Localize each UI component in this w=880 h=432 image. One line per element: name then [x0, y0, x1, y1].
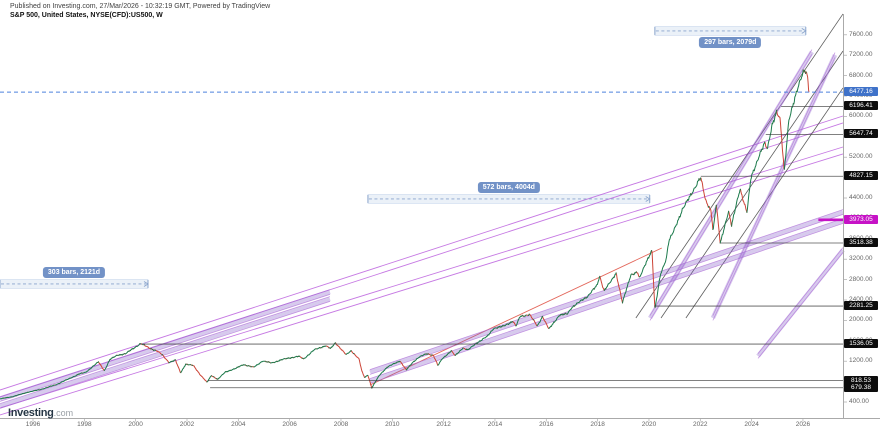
- price-level-badge: 679.38: [844, 382, 878, 392]
- y-axis-tick-label: 2000.00: [849, 316, 873, 324]
- symbol-title: S&P 500, United States, NYSE(CFD):US500,…: [10, 12, 163, 19]
- investing-logo[interactable]: Investing.com: [8, 403, 73, 421]
- investing-logo-suffix: .com: [53, 408, 74, 418]
- published-line: Published on Investing.com, 27/Mar/2026 …: [10, 3, 271, 10]
- x-axis-tick-label: 2000: [128, 421, 143, 428]
- x-axis-tick-label: 2014: [487, 421, 503, 428]
- investing-logo-brand: Investing: [8, 407, 54, 419]
- x-axis-tick-label: 2006: [282, 421, 297, 428]
- x-axis-tick-label: 2024: [744, 421, 759, 428]
- x-axis-tick-label: 2002: [179, 421, 195, 428]
- price-level-badge: 3518.38: [844, 237, 878, 247]
- current-price-badge: 6477.16: [844, 87, 878, 97]
- y-axis-tick-label: 2400.00: [849, 296, 873, 303]
- price-level-badge: 3973.05: [844, 214, 878, 224]
- y-axis-tick-label: 2800.00: [849, 275, 873, 283]
- price-level-badge: 2281.25: [844, 301, 878, 311]
- y-axis-tick-label: 6000.00: [849, 112, 873, 120]
- y-axis-tick-label: 400.00: [849, 398, 869, 405]
- measure-badge-303-bars[interactable]: 303 bars, 2121d: [42, 266, 106, 278]
- measure-badge-297-bars[interactable]: 297 bars, 2079d: [699, 36, 762, 48]
- y-axis-tick-label: 6800.00: [849, 71, 873, 79]
- x-axis-tick-label: 2016: [539, 421, 554, 428]
- x-axis-tick-label: 2004: [231, 421, 246, 428]
- measure-badge-572-bars[interactable]: 572 bars, 4004d: [477, 181, 540, 193]
- y-axis-tick-label: 5200.00: [849, 153, 873, 161]
- price-level-badge: 818.53: [844, 375, 878, 385]
- price-level-badge: 4827.15: [844, 171, 878, 181]
- x-axis-tick-label: 1996: [25, 421, 41, 428]
- y-axis-tick-label: 7600.00: [849, 30, 873, 38]
- y-axis-tick-label: 7200.00: [849, 51, 873, 59]
- y-axis-tick-label: 1200.00: [849, 357, 873, 365]
- x-axis-tick-label: 1998: [77, 421, 92, 428]
- y-axis-tick-label: 4400.00: [849, 194, 873, 201]
- x-axis-tick-label: 2018: [590, 421, 605, 428]
- y-axis-tick-label: 3200.00: [849, 255, 873, 263]
- x-axis-tick-label: 2012: [436, 421, 451, 428]
- x-axis-tick-label: 2008: [333, 421, 349, 428]
- price-level-badge: 1536.05: [844, 339, 878, 349]
- x-axis-tick-label: 2020: [641, 421, 657, 428]
- x-axis-tick-label: 2010: [385, 421, 400, 428]
- price-level-badge: 6196.41: [844, 101, 878, 111]
- price-level-badge: 5647.74: [844, 129, 878, 139]
- x-axis-tick-label: 2026: [795, 421, 811, 428]
- x-axis-tick-label: 2022: [693, 421, 708, 428]
